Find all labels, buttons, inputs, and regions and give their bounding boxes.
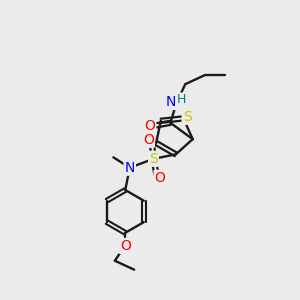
- Text: S: S: [183, 110, 191, 124]
- Text: O: O: [154, 171, 166, 185]
- Text: O: O: [120, 239, 131, 253]
- Text: N: N: [166, 95, 176, 109]
- Text: O: O: [143, 133, 154, 147]
- Text: N: N: [124, 161, 135, 175]
- Text: O: O: [144, 119, 155, 133]
- Text: S: S: [149, 152, 158, 166]
- Text: H: H: [177, 93, 186, 106]
